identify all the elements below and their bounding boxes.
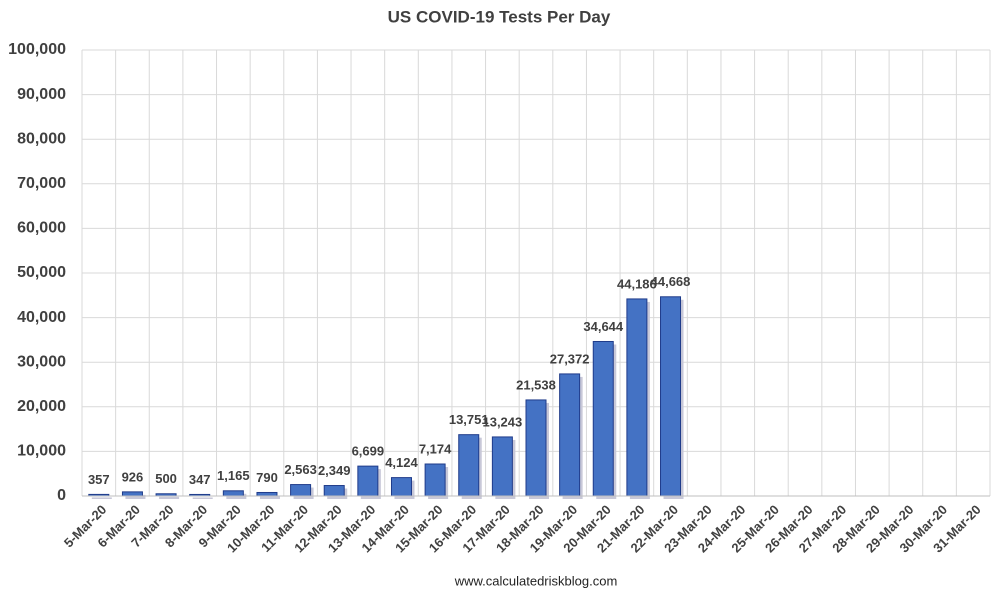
bar (559, 373, 581, 497)
data-label: 27,372 (550, 351, 590, 366)
data-label: 6,699 (352, 444, 385, 459)
y-tick-label: 20,000 (17, 398, 66, 415)
y-tick-label: 40,000 (17, 309, 66, 326)
data-label: 4,124 (385, 455, 418, 470)
data-label: 347 (189, 472, 211, 487)
bar (222, 490, 244, 497)
data-label: 44,186 (617, 276, 657, 291)
bar (121, 491, 143, 497)
bar (357, 465, 379, 497)
y-tick-label: 90,000 (17, 86, 66, 103)
bar (424, 463, 446, 497)
data-label: 44,668 (651, 274, 691, 289)
data-label: 357 (88, 472, 110, 487)
y-tick-label: 80,000 (17, 130, 66, 147)
y-tick-label: 10,000 (17, 443, 66, 460)
data-label: 13,243 (482, 414, 522, 429)
data-label: 1,165 (217, 468, 250, 483)
bar (256, 491, 278, 497)
y-tick-label: 60,000 (17, 220, 66, 237)
bar (458, 434, 480, 497)
y-tick-label: 50,000 (17, 264, 66, 281)
y-tick-label: 70,000 (17, 175, 66, 192)
source: www.calculatedriskblog.com (454, 573, 618, 588)
data-label: 7,174 (419, 441, 452, 456)
data-label: 2,349 (318, 463, 351, 478)
data-label: 500 (155, 471, 177, 486)
bar-shadow (125, 494, 146, 499)
data-label: 34,644 (583, 319, 624, 334)
data-label: 926 (122, 469, 144, 484)
bar (290, 484, 312, 497)
data-label: 21,538 (516, 377, 556, 392)
bar (592, 340, 614, 497)
bar (390, 477, 412, 497)
y-tick-label: 30,000 (17, 353, 66, 370)
bar-shadow (91, 497, 112, 499)
data-label: 13,751 (449, 412, 489, 427)
y-tick-label: 0 (57, 487, 66, 504)
bar (323, 485, 345, 497)
bar (660, 296, 682, 497)
bar (525, 399, 547, 497)
bar-shadow (159, 496, 180, 499)
data-label: 2,563 (284, 462, 317, 477)
bar (626, 298, 648, 497)
bar (491, 436, 513, 497)
data-label: 790 (256, 470, 278, 485)
chart-title: US COVID-19 Tests Per Day (388, 7, 611, 26)
bar-shadow (192, 497, 213, 499)
y-tick-label: 100,000 (8, 41, 66, 58)
bar-shadow (259, 495, 280, 499)
